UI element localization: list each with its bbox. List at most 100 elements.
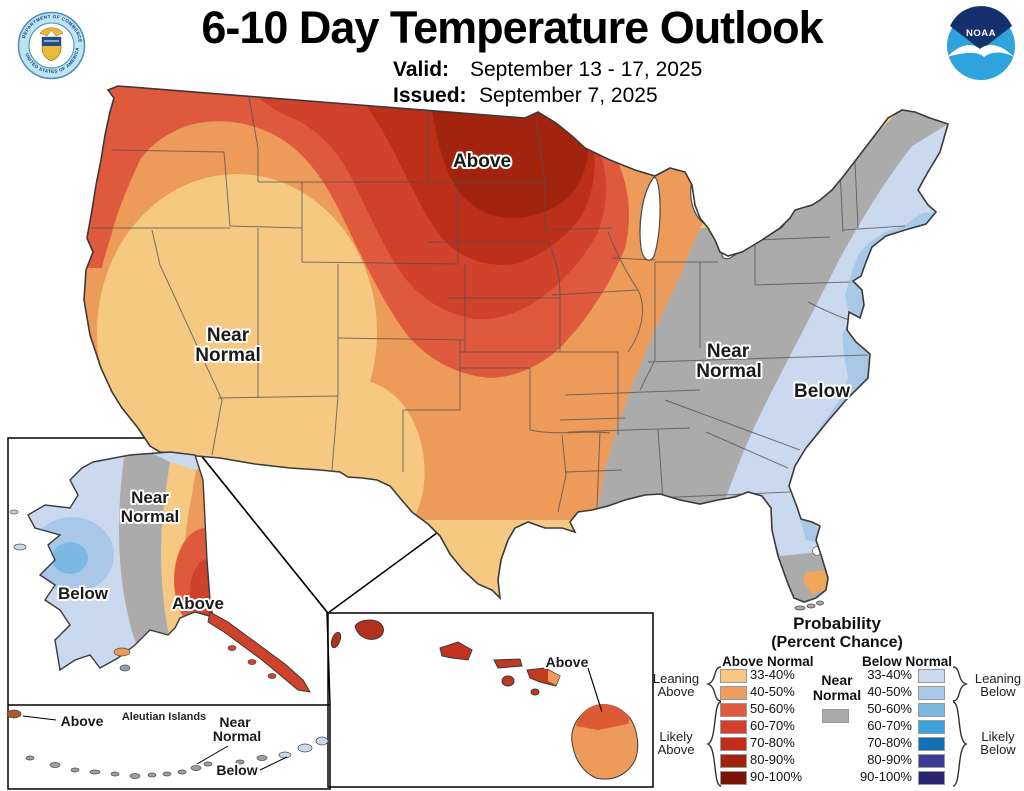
- bracket-likely-below-l1: Likely: [981, 729, 1015, 744]
- region-below-40-50: [789, 212, 936, 542]
- brace-likely-below: [952, 701, 968, 787]
- label-ak-near: Near: [131, 488, 169, 507]
- legend-title: Probability: [793, 614, 881, 633]
- label-conus-near-west: Near: [207, 325, 250, 346]
- island-oahu: [439, 641, 473, 661]
- bracket-likely-below: Likely Below: [972, 730, 1024, 756]
- swatch-below-70-80: [918, 737, 945, 751]
- aleutian-strip: Above Aleutian Islands Near Normal Below: [6, 709, 329, 780]
- label-conus-above: Above: [453, 151, 511, 172]
- valid-value: September 13 - 17, 2025: [470, 58, 703, 81]
- label-below-80-90: 80-90%: [867, 752, 912, 767]
- label-conus-normal-east: Normal: [696, 361, 761, 382]
- label-above-70-80: 70-80%: [750, 735, 795, 750]
- label-below-50-60: 50-60%: [867, 701, 912, 716]
- lake-ontario: [773, 184, 819, 206]
- noaa-seagull-icon: [947, 45, 1014, 57]
- issued-label: Issued:: [393, 84, 467, 107]
- swatch-below-90-100: [918, 771, 945, 785]
- swatch-above-40-50: [720, 686, 747, 700]
- conus-outline: [83, 85, 949, 603]
- island-niihau: [330, 631, 342, 649]
- doc-eagle-icon: [39, 27, 64, 37]
- bracket-likely-above-l2: Above: [657, 742, 695, 757]
- issued-value: September 7, 2025: [479, 84, 658, 107]
- label-below-40-50: 40-50%: [867, 684, 912, 699]
- brace-likely-above: [706, 701, 722, 787]
- label-above-90-100: 90-100%: [750, 769, 803, 784]
- label-aleutian-islands: Aleutian Islands: [122, 711, 206, 723]
- bracket-leaning-below-l2: Below: [980, 684, 1016, 699]
- swatch-above-70-80: [720, 737, 747, 751]
- swatch-below-33-40: [918, 669, 945, 683]
- lake-michigan: [639, 176, 661, 261]
- noaa-logo: NOAA: [947, 5, 1015, 80]
- island-lanai: [501, 675, 515, 687]
- swatch-below-80-90: [918, 754, 945, 768]
- swatch-above-90-100: [720, 771, 747, 785]
- alaska-panhandle: [207, 611, 311, 693]
- hawaii-leader-line: [587, 667, 603, 713]
- valid-line: Valid:: [393, 58, 449, 82]
- legend-near-label: Near: [821, 672, 853, 688]
- noaa-dark-sector: [950, 5, 1012, 50]
- legend-normal-label: Normal: [812, 687, 862, 703]
- swatch-below-40-50: [918, 686, 945, 700]
- swatch-below-60-70: [918, 720, 945, 734]
- alaska-box-diagonal: [186, 437, 328, 613]
- label-ak-normal: Normal: [121, 507, 180, 526]
- label-below-60-70: 60-70%: [867, 718, 912, 733]
- label-above-80-90: 80-90%: [750, 752, 795, 767]
- bracket-leaning-above-l2: Above: [657, 684, 695, 699]
- bracket-leaning-above-l1: Leaning: [652, 671, 700, 686]
- hawaii-inset: Above: [330, 619, 639, 780]
- label-below-70-80: 70-80%: [867, 735, 912, 750]
- label-aleutian-above: Above: [61, 713, 104, 729]
- label-above-60-70: 60-70%: [750, 718, 795, 733]
- swatch-above-80-90: [720, 754, 747, 768]
- alaska-outline: [27, 451, 214, 672]
- label-ak-below: Below: [58, 584, 109, 603]
- inset-boxes: [7, 437, 654, 790]
- bracket-likely-below-l2: Below: [980, 742, 1016, 757]
- probability-legend: Probability (Percent Chance) Above Norma…: [650, 610, 1024, 791]
- valid-label: Valid:: [393, 58, 450, 81]
- island-maui-east: [548, 670, 560, 685]
- region-ak-below-50-60: [52, 542, 88, 574]
- label-aleutian-near: Near: [219, 714, 251, 730]
- swatch-near-normal: [822, 709, 849, 723]
- aleutian-leader-lines: [22, 715, 288, 771]
- bracket-leaning-below-l1: Leaning: [974, 671, 1022, 686]
- label-hawaii-above: Above: [546, 654, 589, 670]
- label-above-33-40: 33-40%: [750, 667, 795, 682]
- doc-seal: DEPARTMENT OF COMMERCE UNITED STATES OF …: [17, 11, 86, 80]
- island-hawaii-north-red: [576, 703, 630, 730]
- label-aleutian-normal: Normal: [213, 728, 261, 744]
- legend-above-header: Above Normal: [722, 654, 814, 669]
- label-conus-normal-west: Normal: [195, 345, 260, 366]
- label-below-33-40: 33-40%: [867, 667, 912, 682]
- conus-map: Above Near Normal Near Normal Below: [83, 85, 949, 611]
- alaska-inset: Near Normal Below Above: [9, 451, 311, 693]
- label-ak-above: Above: [172, 594, 224, 613]
- swatch-below-50-60: [918, 703, 945, 717]
- florida-keys: [794, 600, 824, 611]
- island-kahoolawe: [530, 688, 540, 696]
- page-title: 6-10 Day Temperature Outlook: [201, 2, 823, 53]
- label-below-90-100: 90-100%: [859, 769, 912, 784]
- swatch-above-50-60: [720, 703, 747, 717]
- brace-leaning-below: [952, 666, 969, 702]
- region-ak-gray: [119, 452, 172, 662]
- region-miami-orange: [803, 570, 832, 594]
- label-above-50-60: 50-60%: [750, 701, 795, 716]
- state-borders: [90, 91, 906, 513]
- label-conus-near-east: Near: [707, 341, 750, 362]
- noaa-logo-text: NOAA: [966, 28, 996, 39]
- legend-below-header: Below Normal: [862, 654, 953, 669]
- bracket-leaning-below: Leaning Below: [972, 672, 1024, 698]
- alaska-islands: [9, 509, 277, 679]
- label-above-40-50: 40-50%: [750, 684, 795, 699]
- label-aleutian-below: Below: [216, 762, 257, 778]
